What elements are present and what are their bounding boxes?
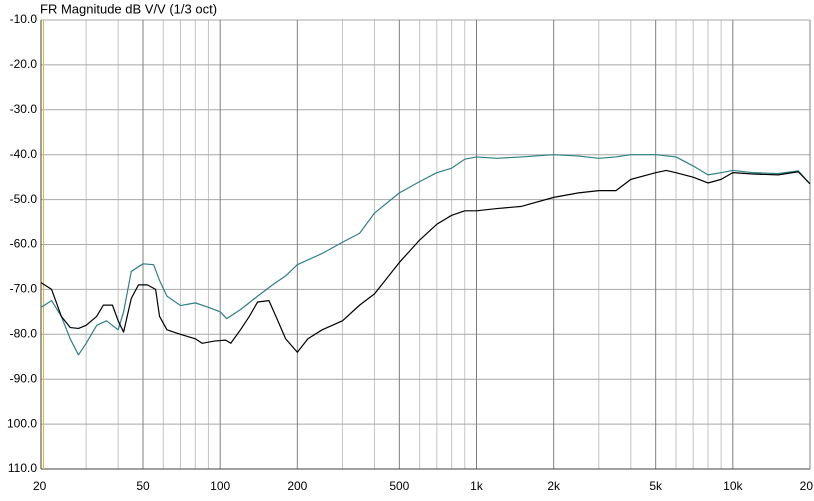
y-tick-label: -50.0 [10,192,38,206]
y-tick-label: -40.0 [10,147,38,161]
x-tick-label: 20 [800,479,814,493]
x-tick-label: 200 [287,479,307,493]
y-tick-label: -30.0 [10,102,38,116]
y-tick-label: -70.0 [10,282,38,296]
x-tick-label: 500 [389,479,409,493]
x-tick-label: 1k [470,479,484,493]
series-line [40,169,811,353]
y-tick-label: 100.0 [7,416,37,430]
y-tick-label: -20.0 [10,57,38,71]
y-tick-label: -80.0 [10,326,38,340]
chart-title: FR Magnitude dB V/V (1/3 oct) [40,1,217,16]
x-tick-label: 20 [33,479,47,493]
x-tick-label: 2k [547,479,561,493]
x-tick-label: 50 [136,479,150,493]
y-tick-label: -90.0 [10,371,38,385]
y-tick-label: -60.0 [10,237,38,251]
y-tick-label: -10.0 [10,12,38,26]
x-tick-label: 100 [210,479,230,493]
x-tick-label: 5k [649,479,663,493]
y-tick-label: 110.0 [8,461,37,475]
series-line [40,154,811,356]
x-tick-label: 10k [723,479,743,493]
